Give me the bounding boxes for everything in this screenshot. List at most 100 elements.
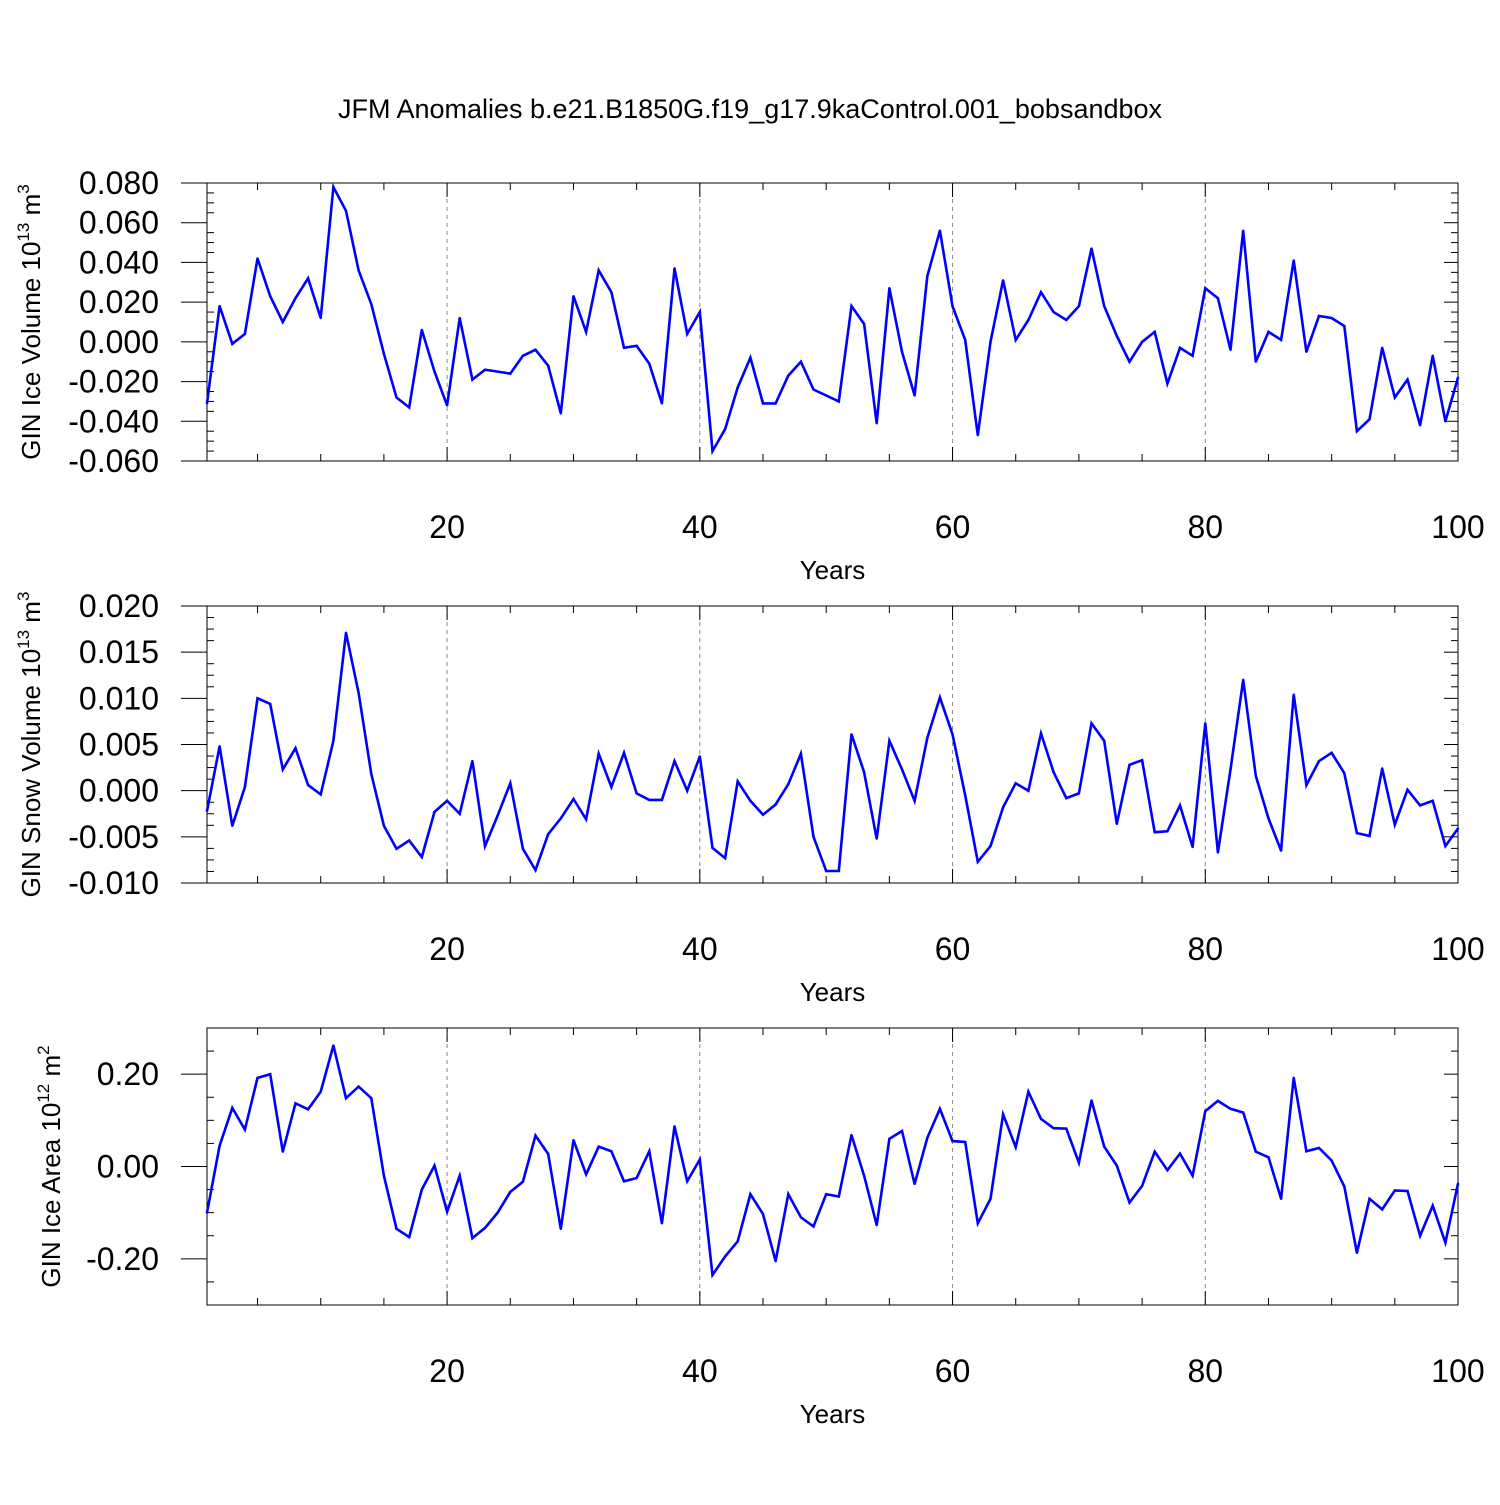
- data-point: [407, 406, 411, 409]
- data-point: [749, 799, 752, 803]
- data-point: [1077, 304, 1081, 308]
- data-point: [559, 817, 563, 820]
- data-point: [382, 824, 386, 827]
- data-point: [799, 752, 803, 755]
- data-point: [989, 1197, 992, 1201]
- data-point: [1128, 1201, 1131, 1204]
- data-point: [420, 328, 424, 332]
- x-tick-label: 80: [1187, 931, 1223, 967]
- data-point: [1343, 771, 1346, 775]
- data-point: [319, 1090, 322, 1093]
- data-point: [281, 320, 285, 324]
- data-point: [256, 697, 259, 700]
- y-label-superscript: 13: [14, 223, 33, 242]
- data-point: [344, 1096, 348, 1100]
- data-point: [509, 1190, 512, 1194]
- data-point: [496, 814, 499, 817]
- data-point: [622, 346, 626, 350]
- data-point: [268, 294, 272, 298]
- data-point: [319, 316, 322, 320]
- data-point: [1343, 1185, 1346, 1188]
- data-point: [736, 386, 739, 389]
- data-point: [1178, 804, 1182, 807]
- data-point: [1065, 1127, 1068, 1130]
- data-point: [1305, 350, 1308, 353]
- data-point: [723, 428, 727, 431]
- data-point: [850, 1133, 853, 1137]
- data-point: [1039, 732, 1043, 735]
- x-tick-label: 40: [682, 931, 718, 967]
- x-tick-label: 40: [682, 1353, 718, 1389]
- x-tick-label: 100: [1431, 509, 1484, 545]
- data-point: [850, 733, 853, 736]
- data-point: [1355, 430, 1359, 433]
- data-point: [635, 1176, 638, 1180]
- data-point: [787, 374, 790, 377]
- data-point: [963, 794, 967, 797]
- data-point: [1090, 1099, 1093, 1102]
- data-point: [218, 1144, 221, 1147]
- data-point: [685, 1180, 689, 1183]
- data-point: [837, 1195, 841, 1198]
- data-point: [1292, 259, 1295, 262]
- data-point: [1368, 418, 1371, 421]
- panel-2: -0.010 -0.005 0.000 0.005 0.010 0.015 0.020 20 4…: [14, 588, 1485, 1007]
- data-point: [1368, 834, 1371, 838]
- data-point: [1166, 382, 1169, 385]
- data-point: [1431, 354, 1434, 357]
- y-label-superscript: 13: [14, 630, 33, 649]
- data-point: [774, 402, 777, 405]
- data-point: [332, 1044, 335, 1047]
- data-point: [1279, 338, 1283, 342]
- data-point: [205, 402, 209, 405]
- data-point: [1406, 788, 1409, 791]
- data-point: [723, 1255, 727, 1258]
- data-point: [698, 1158, 702, 1161]
- data-point: [471, 378, 474, 381]
- data-point: [534, 1134, 537, 1137]
- data-point: [888, 287, 891, 290]
- data-point: [1001, 1113, 1005, 1116]
- data-point: [243, 1128, 247, 1131]
- data-point: [395, 847, 398, 851]
- data-point: [597, 269, 600, 272]
- y-label-text: GIN Ice Area 10: [36, 1103, 66, 1288]
- data-point: [509, 372, 512, 375]
- data-point: [572, 1138, 575, 1142]
- data-point: [875, 422, 878, 425]
- data-point: [837, 400, 841, 403]
- data-point: [546, 1152, 550, 1156]
- data-point: [736, 1240, 739, 1243]
- plot-frame: [206, 1027, 1459, 1306]
- data-point: [761, 402, 765, 405]
- data-point: [1279, 849, 1283, 852]
- data-point: [433, 370, 436, 373]
- data-point: [407, 1235, 411, 1239]
- data-point: [1014, 338, 1017, 342]
- data-point: [1267, 817, 1270, 820]
- data-point: [509, 782, 512, 785]
- data-point: [1444, 1241, 1447, 1244]
- data-point: [850, 304, 853, 308]
- data-point: [685, 789, 689, 792]
- data-point: [1355, 1251, 1359, 1255]
- data-point: [698, 755, 702, 758]
- data-point: [1090, 247, 1093, 250]
- data-point: [1102, 1145, 1106, 1148]
- y-label-superscript: 3: [14, 592, 33, 601]
- data-point: [471, 759, 474, 763]
- data-point: [1166, 830, 1169, 833]
- data-point: [268, 1072, 272, 1076]
- data-point: [231, 342, 234, 346]
- data-point: [888, 1137, 891, 1141]
- data-point: [875, 837, 878, 840]
- data-point: [888, 739, 891, 743]
- data-point: [824, 394, 828, 397]
- data-point: [1456, 827, 1460, 830]
- data-point: [1418, 1234, 1422, 1237]
- data-point: [1178, 1152, 1182, 1155]
- data-point: [1267, 330, 1270, 334]
- data-point: [483, 368, 487, 371]
